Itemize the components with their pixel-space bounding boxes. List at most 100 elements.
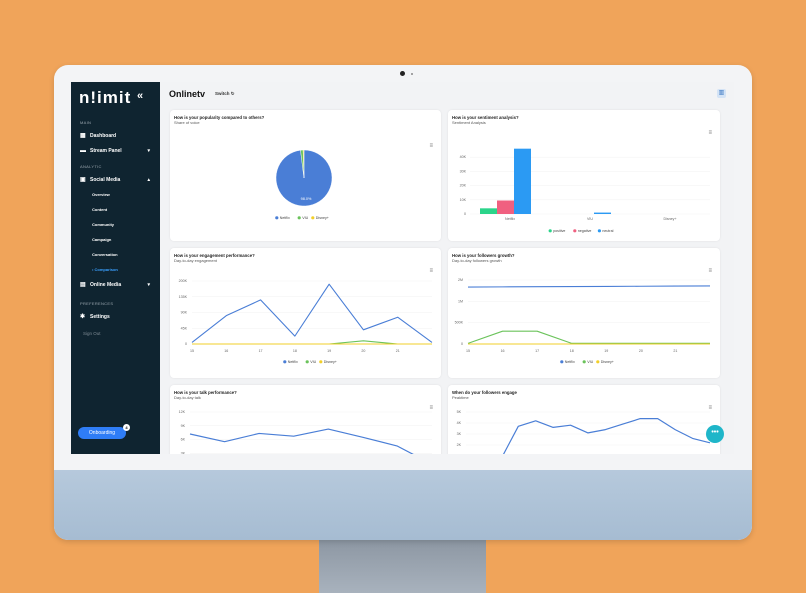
legend-label: positive [553, 229, 565, 233]
y-tick-label: 0 [185, 342, 187, 346]
card-question: When do your followers engage [452, 390, 517, 395]
x-tick-label: 15 [466, 349, 470, 353]
y-tick-label: 9K [181, 424, 186, 428]
chevron-down-icon: ▾ [147, 148, 150, 154]
sidebar-item-dashboard[interactable]: ▦ Dashboard [80, 133, 117, 139]
menu-icon[interactable]: ≡ [429, 143, 433, 149]
x-tick-label: 16 [224, 349, 228, 353]
pie-chart: 98.0% Netflix VIU Disney+ [275, 149, 333, 220]
y-tick-label: 30K [460, 169, 467, 173]
sidebar: n!imit « MAIN ▦ Dashboard ▬ Stream Panel ▾ … [71, 82, 160, 454]
x-tick-label: 21 [396, 349, 400, 353]
collapse-sidebar-button[interactable]: « [137, 90, 144, 102]
menu-icon[interactable]: ≡ [708, 130, 712, 136]
legend-marker [297, 216, 301, 220]
legend-label: negative [578, 229, 592, 233]
chat-bubble-icon[interactable]: ••• [706, 425, 724, 443]
x-tick-label: 18 [570, 349, 574, 353]
card-followers: How is your followers growth? Day-to-day… [448, 248, 720, 378]
pie-data-label: 98.0% [301, 197, 312, 201]
card-question: How is your engagement performance? [174, 253, 255, 258]
camera-icon [400, 71, 405, 76]
menu-icon[interactable]: ≡ [708, 268, 712, 274]
y-tick-label: 135K [179, 295, 188, 299]
y-tick-label: 200K [179, 279, 188, 283]
card-subtitle: Day-to-day talk [174, 395, 201, 400]
legend-label: VIU [302, 216, 308, 220]
submenu-content[interactable]: Content [92, 207, 108, 212]
menu-icon[interactable]: ≡ [708, 405, 712, 411]
legend-marker [275, 216, 279, 220]
card-sentiment: How is your sentiment analysis? Sentimen… [448, 110, 720, 241]
legend-marker [319, 360, 323, 364]
card-subtitle: Peaktime [452, 395, 469, 400]
y-tick-label: 2M [458, 278, 463, 282]
x-tick-label: 20 [639, 349, 643, 353]
bar-positive-netflix [480, 208, 497, 214]
legend-label: Netflix [565, 360, 575, 364]
y-tick-label: 5K [457, 410, 462, 414]
submenu-overview[interactable]: Overview [92, 192, 110, 197]
chat-icon: ▣ [80, 177, 86, 183]
y-tick-label: 12K [179, 410, 186, 414]
legend-marker [548, 229, 552, 233]
series-line-netflix [467, 285, 711, 288]
refresh-icon: ↻ [230, 91, 235, 96]
y-tick-label: 6K [181, 438, 186, 442]
y-tick-label: 0 [461, 342, 463, 346]
chevron-down-icon: ▾ [147, 282, 150, 288]
y-tick-label: 90K [181, 311, 188, 315]
card-question: How is your followers growth? [452, 253, 515, 258]
y-tick-label: 20K [460, 184, 467, 188]
line-chart-followers: 0 500K 1M 2M 15 16 17 18 19 20 21 Netflix VIU Disney+ [455, 278, 711, 364]
card-subtitle: Day-to-day followers growth [452, 258, 502, 263]
monitor-chin [54, 470, 752, 540]
y-tick-label: 45K [181, 326, 188, 330]
y-tick-label: 10K [460, 198, 467, 202]
stream-icon: ▬ [80, 148, 86, 154]
x-tick-label: 21 [673, 349, 677, 353]
submenu-community[interactable]: Community [92, 222, 114, 227]
sidebar-item-settings[interactable]: ✱ Settings [80, 314, 110, 320]
card-subtitle: Share of voice [174, 120, 200, 125]
legend-marker [560, 360, 564, 364]
legend-label: Disney+ [316, 216, 329, 220]
line-chart-talk: 12K 9K 6K 3K [179, 410, 432, 454]
menu-icon[interactable]: ≡ [429, 268, 433, 274]
section-analytic: ANALYTIC [80, 164, 102, 169]
x-tick-label: 17 [259, 349, 263, 353]
submenu-campaign[interactable]: Campaign [92, 237, 112, 242]
sidebar-item-social-media[interactable]: ▣ Social Media ▴ [80, 177, 150, 183]
logo: n!imit [79, 88, 132, 107]
sidebar-item-stream-panel[interactable]: ▬ Stream Panel ▾ [80, 148, 150, 154]
card-subtitle: Sentiment Analysis [452, 120, 486, 125]
submenu-comparison[interactable]: • Comparison [92, 267, 118, 272]
onboarding-button[interactable]: Onboarding [78, 427, 126, 439]
monitor: n!imit « MAIN ▦ Dashboard ▬ Stream Panel ▾ … [54, 65, 752, 540]
legend-marker [283, 360, 287, 364]
legend-marker [597, 229, 601, 233]
card-talk: How is your talk performance? Day-to-day… [170, 385, 441, 454]
line-chart-engagement: 0 45K 90K 135K 200K 15 16 17 18 19 20 21 Netflix VIU D… [179, 279, 433, 364]
page-title: Onlinetv [169, 89, 206, 99]
sign-out-link[interactable]: Sign Out [83, 331, 101, 336]
legend-label: VIU [587, 360, 593, 364]
y-tick-label: 3K [181, 451, 186, 454]
header: Onlinetv Switch ↻ ▥ [160, 82, 734, 104]
series-line-viu [467, 330, 710, 344]
legend-marker [596, 360, 600, 364]
sidebar-item-online-media[interactable]: ▤ Online Media ▾ [80, 282, 150, 288]
series-line-netflix [191, 283, 433, 343]
menu-icon[interactable]: ≡ [429, 405, 433, 411]
x-tick-label: 15 [190, 349, 194, 353]
submenu-conversation[interactable]: Conversation [92, 252, 118, 257]
gear-icon: ✱ [80, 314, 86, 320]
switch-button[interactable]: Switch ↻ [215, 91, 235, 96]
calendar-icon[interactable]: ▥ [717, 89, 726, 98]
x-tick-label: VIU [587, 217, 593, 221]
x-tick-label: Disney+ [663, 217, 676, 221]
card-question: How is your sentiment analysis? [452, 115, 519, 120]
section-preferences: PREFERENCES [80, 301, 114, 306]
bar-neutral-netflix [514, 148, 531, 214]
y-tick-label: 4K [457, 421, 462, 425]
